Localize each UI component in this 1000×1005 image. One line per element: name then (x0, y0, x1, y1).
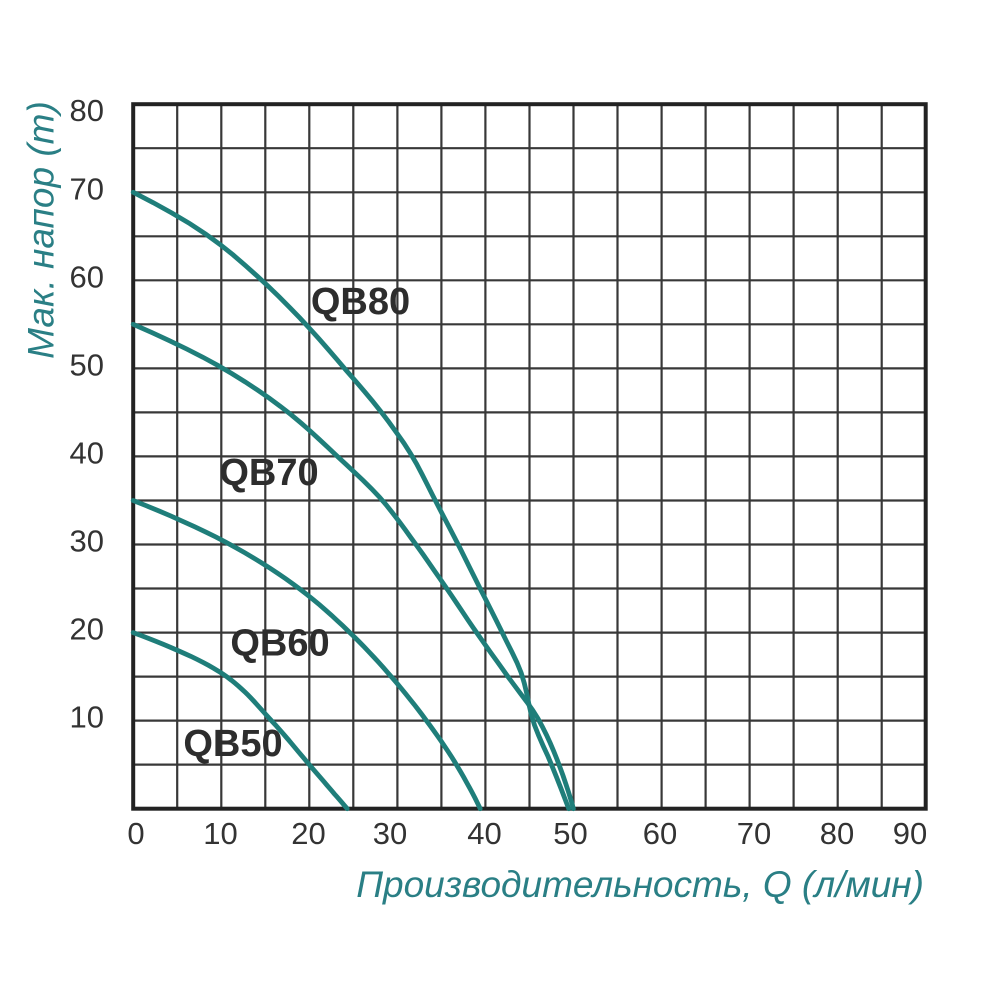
svg-text:80: 80 (820, 816, 854, 851)
svg-text:40: 40 (467, 816, 501, 851)
svg-text:80: 80 (70, 93, 104, 128)
svg-text:70: 70 (737, 816, 771, 851)
svg-text:QB70: QB70 (219, 452, 318, 494)
svg-text:20: 20 (70, 612, 104, 647)
svg-text:0: 0 (127, 816, 144, 851)
svg-text:70: 70 (70, 171, 104, 206)
svg-text:60: 60 (70, 259, 104, 294)
svg-text:30: 30 (70, 524, 104, 559)
svg-text:60: 60 (643, 816, 677, 851)
svg-text:10: 10 (203, 816, 237, 851)
svg-text:QB50: QB50 (183, 723, 282, 765)
svg-text:QB60: QB60 (230, 623, 329, 665)
svg-text:QB80: QB80 (311, 281, 410, 323)
svg-text:30: 30 (373, 816, 407, 851)
svg-text:Мак. напор (m): Мак. напор (m) (21, 101, 62, 359)
svg-text:40: 40 (70, 436, 104, 471)
svg-text:50: 50 (553, 816, 587, 851)
svg-text:Производительность, Q (л/мин): Производительность, Q (л/мин) (356, 864, 924, 905)
svg-text:20: 20 (291, 816, 325, 851)
svg-text:50: 50 (70, 347, 104, 382)
svg-text:10: 10 (70, 700, 104, 735)
svg-text:90: 90 (893, 816, 927, 851)
